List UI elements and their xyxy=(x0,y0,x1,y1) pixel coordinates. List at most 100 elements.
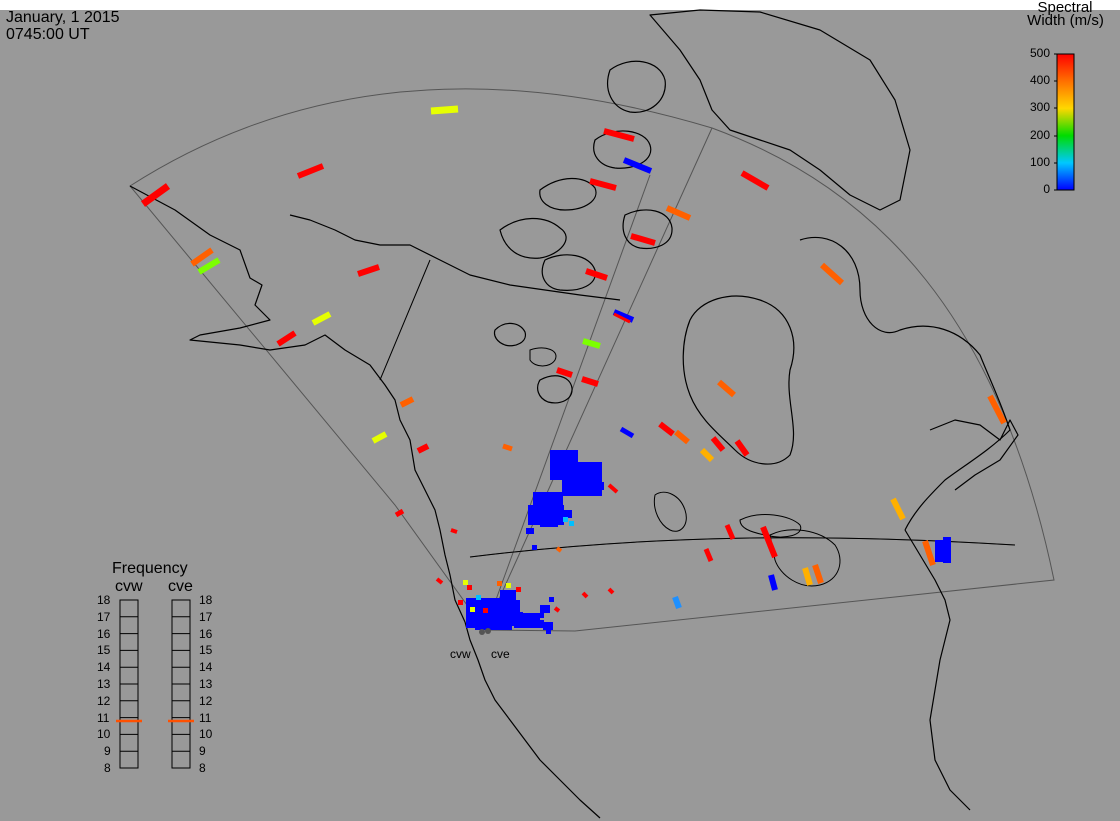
coast-arctic-2 xyxy=(499,217,567,259)
freq-tick-left: 12 xyxy=(97,693,111,708)
radar-label-cvw: cvw xyxy=(450,647,471,661)
echo-bin xyxy=(734,439,750,457)
coast-pacific-nw xyxy=(464,621,601,819)
coast-arctic-islands-3 xyxy=(607,60,666,113)
freq-tick-left: 18 xyxy=(97,593,111,607)
echo-bin xyxy=(740,170,770,191)
echo-bin xyxy=(819,262,845,286)
radar-site-cve xyxy=(485,628,491,634)
echo-cluster xyxy=(520,613,540,627)
echo-bin xyxy=(555,546,563,553)
border-alaska-canada xyxy=(379,259,431,381)
echo-bin xyxy=(674,429,690,445)
echo-bin xyxy=(569,521,574,526)
echo-bin xyxy=(197,257,221,275)
echo-cluster xyxy=(475,622,487,630)
echo-bin xyxy=(296,163,325,179)
echo-bin xyxy=(581,591,589,599)
echo-bin xyxy=(699,447,715,463)
echo-bin xyxy=(710,436,726,452)
echo-bin xyxy=(190,247,214,267)
echo-bin xyxy=(768,574,778,591)
colorbar-gradient xyxy=(1056,53,1075,191)
freq-tick-left: 11 xyxy=(97,710,110,725)
echo-bin xyxy=(613,312,631,324)
coast-islands-west xyxy=(493,322,527,347)
colorbar-tick-200: 200 xyxy=(1029,128,1050,142)
echo-bin xyxy=(140,183,171,207)
echo-bin xyxy=(539,613,544,618)
echo-cluster xyxy=(540,515,558,527)
echo-bin xyxy=(658,421,675,437)
fov-divider-east xyxy=(484,127,713,631)
coast-quebec-gulf xyxy=(929,419,1019,491)
coast-alaska xyxy=(129,185,466,623)
echo-bin xyxy=(463,580,468,585)
echo-bin xyxy=(532,545,537,550)
echo-bin xyxy=(717,379,736,398)
coast-atlantic xyxy=(904,529,971,811)
coast-islands-south xyxy=(537,375,573,404)
echo-bin xyxy=(585,268,608,281)
freq-tick-left: 17 xyxy=(97,609,111,624)
freq-tick-left: 9 xyxy=(104,744,111,759)
frequency-radar-cve: cve xyxy=(168,578,193,595)
echo-bin xyxy=(399,396,415,408)
echo-bin xyxy=(311,311,332,326)
echo-bin xyxy=(497,581,502,586)
freq-tick-right: 16 xyxy=(199,626,213,641)
echo-bin xyxy=(922,540,936,566)
echo-bin xyxy=(483,608,488,613)
echo-bin xyxy=(549,597,554,602)
echo-cluster xyxy=(543,622,553,630)
frequency-columns xyxy=(119,599,191,769)
echo-cluster xyxy=(585,470,595,480)
freq-tick-right: 18 xyxy=(199,593,213,607)
freq-tick-right: 11 xyxy=(199,710,212,725)
echo-bin xyxy=(516,587,521,592)
freq-tick-left: 16 xyxy=(97,626,111,641)
echo-bin xyxy=(760,525,778,559)
echo-bin xyxy=(476,595,481,600)
coast-arctic-islands-2 xyxy=(593,130,652,169)
echo-bin xyxy=(703,548,714,562)
colorbar-tick-400: 400 xyxy=(1029,73,1050,87)
echo-bin xyxy=(430,105,459,115)
echo-bin xyxy=(470,607,475,612)
echo-bin xyxy=(506,583,511,588)
coast-greenland xyxy=(649,9,911,211)
timestamp-time: 0745:00 UT xyxy=(6,26,90,43)
fov-outlines xyxy=(129,88,1055,632)
echo-bin xyxy=(582,338,601,349)
colorbar-title-line2: Width (m/s) xyxy=(1027,12,1104,29)
colorbar-title-line1: Spectral xyxy=(1037,0,1093,16)
freq-tick-left: 15 xyxy=(97,643,111,658)
freq-tick-right: 8 xyxy=(199,761,206,775)
echo-bin xyxy=(612,309,635,323)
echo-cluster xyxy=(562,510,572,518)
echo-bin xyxy=(563,517,568,522)
borders-and-lakes xyxy=(379,259,1016,587)
echo-bin xyxy=(394,508,405,518)
echo-bin xyxy=(812,564,824,584)
echo-bin xyxy=(435,577,444,585)
echo-cluster xyxy=(935,540,945,562)
lake-winnipeg xyxy=(653,491,687,532)
freq-tick-right: 12 xyxy=(199,693,213,708)
echo-cluster xyxy=(576,476,598,496)
coast-hudson-bay xyxy=(682,295,795,465)
echo-bin xyxy=(987,394,1007,425)
echo-bin xyxy=(553,606,561,613)
echo-bin xyxy=(371,431,388,444)
fov-divider-west xyxy=(484,174,651,631)
freq-tick-left: 14 xyxy=(97,660,111,675)
radar-site-cvw xyxy=(479,629,485,635)
echo-bin xyxy=(546,629,551,634)
freq-tick-right: 10 xyxy=(199,727,213,742)
echo-bin xyxy=(630,233,656,246)
echo-bin xyxy=(450,528,458,534)
echo-bin xyxy=(672,595,682,610)
echo-cluster xyxy=(540,605,550,613)
